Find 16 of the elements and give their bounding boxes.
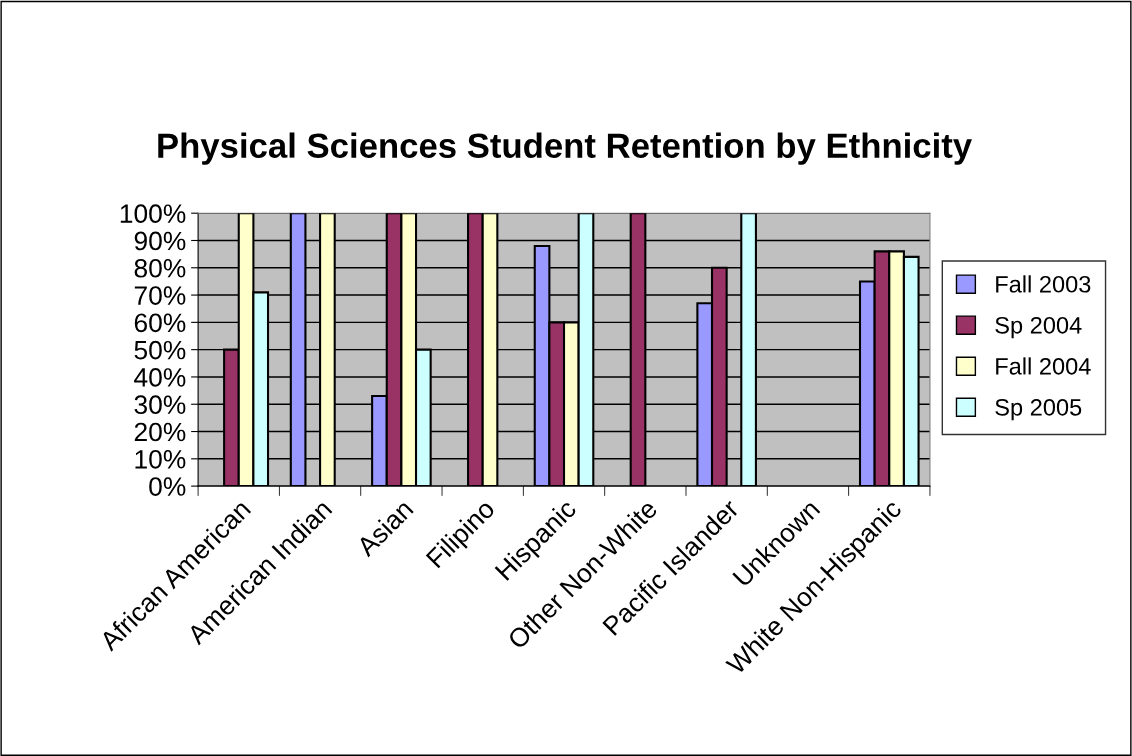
y-tick-label: 100% <box>120 204 186 224</box>
y-tick-label: 60% <box>134 313 186 333</box>
y-tick-label: 30% <box>134 395 186 415</box>
y-tick-label: 40% <box>134 368 186 387</box>
y-tick-label: 0% <box>149 477 186 496</box>
y-tick-label: 10% <box>135 449 186 469</box>
y-tick-label: 20% <box>134 422 186 442</box>
legend-label: Sp 2005 <box>995 398 1082 421</box>
chart-title: Physical Sciences Student Retention by Ethnicity <box>158 132 972 165</box>
legend-label: Fall 2003 <box>996 275 1091 293</box>
y-tick-label: 80% <box>134 258 186 278</box>
legend-label: Fall 2004 <box>996 357 1091 375</box>
y-tick-label: 50% <box>134 340 186 360</box>
y-tick-label: 70% <box>134 286 186 305</box>
legend-label: Sp 2004 <box>995 316 1082 339</box>
y-tick-label: 90% <box>134 231 186 251</box>
